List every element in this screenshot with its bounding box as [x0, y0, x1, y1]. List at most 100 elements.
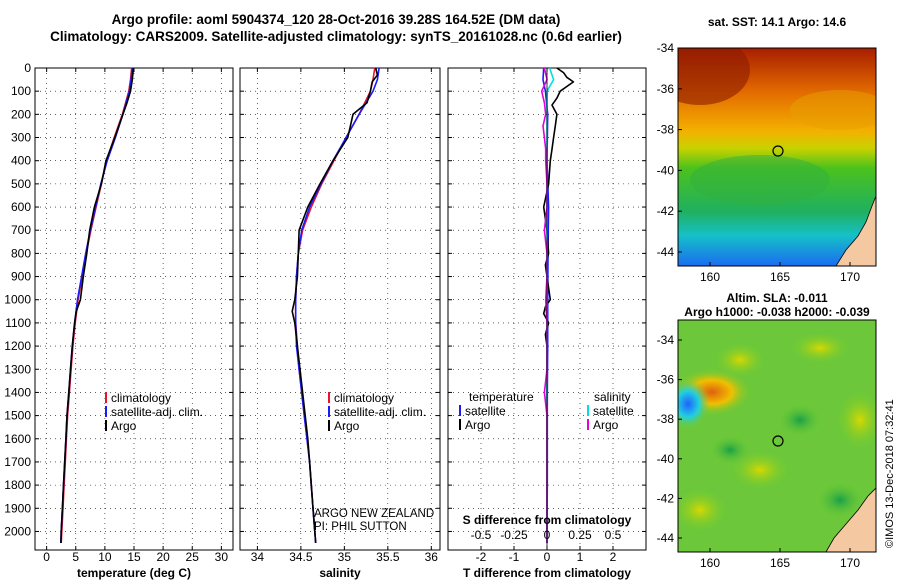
map-y-tick-label: -38 [657, 412, 675, 426]
legend-label-t-argo: Argo [465, 418, 491, 432]
x-tick-label: 36 [425, 550, 439, 564]
map-x-tick-label: 170 [840, 270, 860, 284]
y-tick-label: 200 [11, 107, 31, 121]
y-tick-label: 1500 [4, 409, 31, 423]
legend-label-climatology: climatology [334, 391, 394, 405]
argo-location-marker-top [772, 145, 784, 157]
x-tick-label: 20 [156, 550, 170, 564]
series-sal-satellite-adj--clim- [294, 67, 380, 544]
legend-label-satellite-adj: satellite-adj. clim. [111, 405, 203, 419]
legend-label-t-satellite: satellite [465, 404, 506, 418]
map-x-tick-label: 170 [840, 556, 860, 570]
title-line-2: Climatology: CARS2009. Satellite-adjuste… [50, 29, 622, 44]
x-tick-label: 25 [186, 550, 200, 564]
y-tick-label: 1000 [4, 293, 31, 307]
y-tick-label: 1700 [4, 455, 31, 469]
x-tick-label: 30 [215, 550, 229, 564]
y-tick-label: 800 [11, 246, 31, 260]
series-temp-Argo [60, 67, 135, 544]
x-tick-label: 5 [72, 550, 79, 564]
sla-map-title-1: Altim. SLA: -0.011 [726, 291, 828, 305]
legend-title-temperature: temperature [469, 390, 534, 404]
y-tick-label: 300 [11, 131, 31, 145]
map-y-tick-label: -42 [657, 491, 675, 505]
annotation-argo-nz: ARGO NEW ZEALAND [314, 508, 434, 520]
x-axis-label-temperature: temperature (deg C) [77, 566, 191, 580]
series-temp-satellite-adj--clim- [60, 67, 134, 544]
y-tick-label: 1800 [4, 478, 31, 492]
legend-label-satellite-adj: satellite-adj. clim. [334, 405, 426, 419]
map-y-tick-label: -36 [657, 373, 675, 387]
panel-differences: -2 -1 0 1 2 T difference from climatology S di… [447, 67, 647, 580]
legend-label-s-satellite: satellite [593, 404, 634, 418]
legend-label-climatology: climatology [111, 391, 171, 405]
x-tick-label: 35 [338, 550, 352, 564]
s-axis-label: S difference from climatology [463, 513, 632, 527]
x-tick-label: -2 [476, 550, 487, 564]
y-tick-label: 100 [11, 84, 31, 98]
panel-salinity: 34 34.5 35 35.5 36 salinity climatologysatelli… [239, 67, 441, 580]
series-sal-Argo [291, 67, 379, 544]
map-y-tick-label: -40 [657, 163, 675, 177]
y-tick-label: 1400 [4, 385, 31, 399]
axes-frame-salinity [239, 67, 441, 551]
y-tick-label: 1300 [4, 362, 31, 376]
map-x-tick-label: 165 [770, 270, 790, 284]
map-y-tick-label: -42 [657, 204, 675, 218]
legend-title-salinity: salinity [594, 390, 631, 404]
x-tick-label: 15 [127, 550, 141, 564]
title-line-1: Argo profile: aoml 5904374_120 28-Oct-20… [111, 12, 561, 27]
s-tick-label: 0.25 [568, 528, 592, 542]
y-tick-label: 500 [11, 177, 31, 191]
y-tick-label: 700 [11, 223, 31, 237]
legend-label-argo: Argo [334, 419, 360, 433]
argo-location-marker-bottom [772, 435, 784, 447]
y-tick-label: 900 [11, 270, 31, 284]
y-tick-label: 1200 [4, 339, 31, 353]
x-axis-label-salinity: salinity [319, 566, 361, 580]
map-y-tick-label: -44 [657, 245, 675, 259]
sst-map-title: sat. SST: 14.1 Argo: 14.6 [708, 15, 847, 29]
y-tick-label: 400 [11, 154, 31, 168]
s-tick-label: 0.5 [605, 528, 622, 542]
legend-label-argo: Argo [111, 419, 137, 433]
map-y-tick-label: -40 [657, 452, 675, 466]
x-tick-label: 2 [610, 550, 617, 564]
y-tick-label: 2000 [4, 524, 31, 538]
x-tick-label: 35.5 [376, 550, 400, 564]
x-tick-label: -1 [509, 550, 520, 564]
y-tick-label: 1900 [4, 501, 31, 515]
map-x-tick-label: 160 [700, 270, 720, 284]
map-x-tick-label: 165 [770, 556, 790, 570]
map-y-tick-label: -34 [657, 333, 675, 347]
series-sal-climatology [294, 67, 376, 544]
sla-map: Altim. SLA: -0.011 Argo h1000: -0.038 h2… [657, 291, 896, 570]
legend-label-s-argo: Argo [593, 418, 619, 432]
panel-temperature: 0 5 10 15 20 25 300100200300400500600700800900… [4, 61, 234, 580]
imos-credit: ©IMOS 13-Dec-2018 07:32:41 [884, 399, 896, 548]
s-tick-label: 0 [544, 528, 551, 542]
x-tick-label: 0 [544, 550, 551, 564]
map-y-tick-label: -44 [657, 531, 675, 545]
x-tick-label: 1 [577, 550, 584, 564]
s-tick-label: -0.5 [471, 528, 492, 542]
x-tick-label: 34 [251, 550, 265, 564]
map-y-tick-label: -38 [657, 123, 675, 137]
x-axis-label-differences: T difference from climatology [463, 566, 631, 580]
sla-map-title-2: Argo h1000: -0.038 h2000: -0.039 [684, 305, 870, 319]
y-tick-label: 600 [11, 200, 31, 214]
y-tick-label: 1600 [4, 432, 31, 446]
x-tick-label: 10 [98, 550, 112, 564]
s-tick-label: -0.25 [500, 528, 528, 542]
map-y-tick-label: -34 [657, 41, 675, 55]
map-y-tick-label: -36 [657, 82, 675, 96]
y-tick-label: 0 [24, 61, 31, 75]
map-x-tick-label: 160 [700, 556, 720, 570]
annotation-pi: PI: PHIL SUTTON [314, 521, 407, 533]
y-tick-label: 1100 [5, 316, 31, 330]
x-tick-label: 34.5 [289, 550, 313, 564]
sst-map: sat. SST: 14.1 Argo: 14.6 -34 -36 -38 -40 -4… [657, 15, 877, 284]
x-tick-label: 0 [43, 550, 50, 564]
